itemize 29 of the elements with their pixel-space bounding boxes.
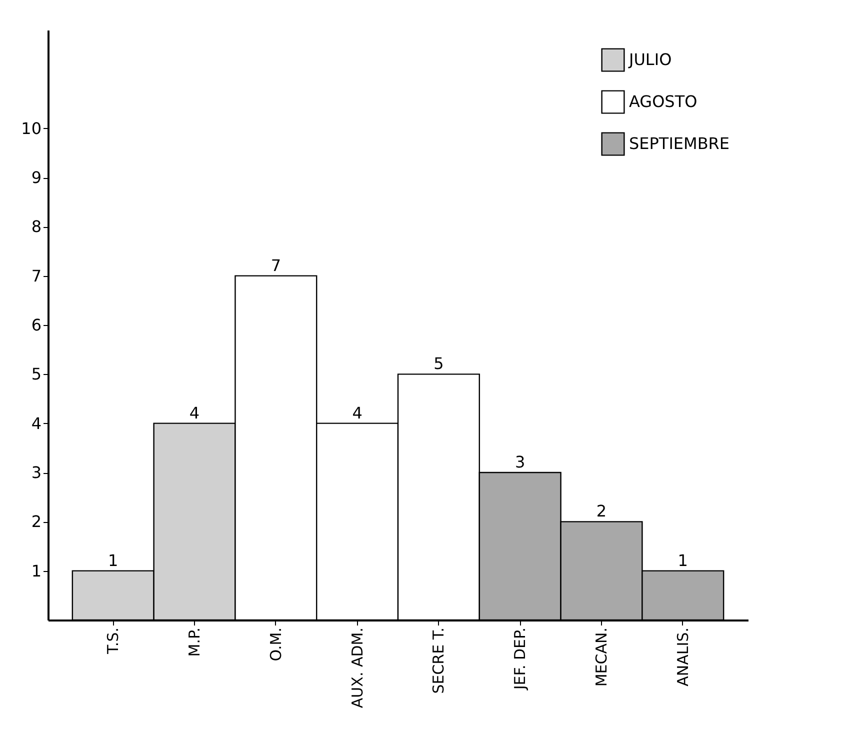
y-tick-label: 9 xyxy=(31,168,42,187)
x-tick-label: ANALIS. xyxy=(674,628,692,686)
x-tick-label: MECAN. xyxy=(592,628,610,687)
y-tick-label: 2 xyxy=(31,512,42,532)
y-tick-label: 4 xyxy=(31,414,42,433)
y-tick-label: 5 xyxy=(31,364,42,384)
y-tick-label: 10 xyxy=(21,118,42,138)
data-label: 2 xyxy=(596,502,607,521)
data-label: 4 xyxy=(352,403,362,422)
legend-label: JULIO xyxy=(628,50,672,69)
y-tick-label: 7 xyxy=(31,266,42,286)
legend-label: AGOSTO xyxy=(629,92,698,111)
x-tick-label: M.P. xyxy=(186,628,204,657)
data-label: 3 xyxy=(515,452,526,472)
x-tick-label: SECRE T. xyxy=(430,628,448,694)
y-tick-label: 8 xyxy=(31,217,42,236)
y-tick-label: 3 xyxy=(31,463,42,482)
x-tick-label: AUX. ADM. xyxy=(348,628,366,708)
data-label: 7 xyxy=(270,256,281,275)
x-tick-label: JEF. DEP. xyxy=(511,628,530,691)
data-label: 1 xyxy=(678,550,688,570)
y-tick-label: 6 xyxy=(31,316,42,334)
y-tick-label: 1 xyxy=(31,561,42,580)
legend-label: SEPTIEMBRE xyxy=(629,134,730,153)
data-label: 4 xyxy=(189,403,200,422)
x-tick-label: T.S. xyxy=(104,628,122,655)
data-label: 5 xyxy=(434,354,444,374)
data-label: 1 xyxy=(108,550,118,570)
x-tick-label: O.M. xyxy=(266,628,285,662)
